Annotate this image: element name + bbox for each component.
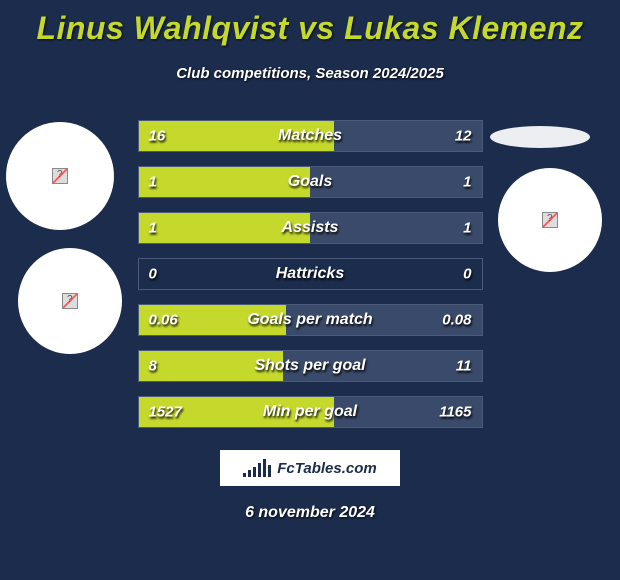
brand-bar bbox=[248, 470, 251, 477]
stat-value-right: 11 bbox=[456, 358, 472, 375]
subtitle: Club competitions, Season 2024/2025 bbox=[0, 65, 620, 82]
broken-image-icon bbox=[542, 212, 558, 228]
page-title: Linus Wahlqvist vs Lukas Klemenz bbox=[0, 0, 620, 47]
date-label: 6 november 2024 bbox=[0, 504, 620, 522]
stat-label: Assists bbox=[139, 219, 482, 237]
stat-value-right: 1 bbox=[463, 220, 471, 237]
stat-row: 16Matches12 bbox=[138, 120, 483, 152]
stat-row: 1Assists1 bbox=[138, 212, 483, 244]
brand-bar bbox=[263, 459, 266, 477]
stat-row: 0.06Goals per match0.08 bbox=[138, 304, 483, 336]
stat-label: Shots per goal bbox=[139, 357, 482, 375]
stat-label: Matches bbox=[139, 127, 482, 145]
stat-row: 1527Min per goal1165 bbox=[138, 396, 483, 428]
team-badge-circle bbox=[18, 248, 122, 354]
stat-value-right: 0.08 bbox=[442, 312, 471, 329]
stat-value-right: 1165 bbox=[439, 404, 471, 421]
stat-value-right: 1 bbox=[463, 174, 471, 191]
stat-label: Min per goal bbox=[139, 403, 482, 421]
team-badge-ellipse bbox=[490, 126, 590, 148]
brand-bar bbox=[253, 467, 256, 477]
stat-row: 0Hattricks0 bbox=[138, 258, 483, 290]
stat-label: Hattricks bbox=[139, 265, 482, 283]
stat-label: Goals per match bbox=[139, 311, 482, 329]
stat-value-right: 12 bbox=[455, 128, 472, 145]
brand-bar bbox=[258, 463, 261, 477]
brand-text: FcTables.com bbox=[277, 460, 376, 477]
stat-row: 8Shots per goal11 bbox=[138, 350, 483, 382]
broken-image-icon bbox=[52, 168, 68, 184]
stat-value-right: 0 bbox=[463, 266, 471, 283]
team-badge-circle bbox=[498, 168, 602, 272]
stat-label: Goals bbox=[139, 173, 482, 191]
broken-image-icon bbox=[62, 293, 78, 309]
brand-bars-icon bbox=[243, 459, 271, 477]
stat-row: 1Goals1 bbox=[138, 166, 483, 198]
stats-table: 16Matches121Goals11Assists10Hattricks00.… bbox=[138, 120, 483, 428]
brand-bar bbox=[243, 473, 246, 477]
brand-bar bbox=[268, 465, 271, 477]
brand-watermark: FcTables.com bbox=[220, 450, 400, 486]
team-badge-circle bbox=[6, 122, 114, 230]
